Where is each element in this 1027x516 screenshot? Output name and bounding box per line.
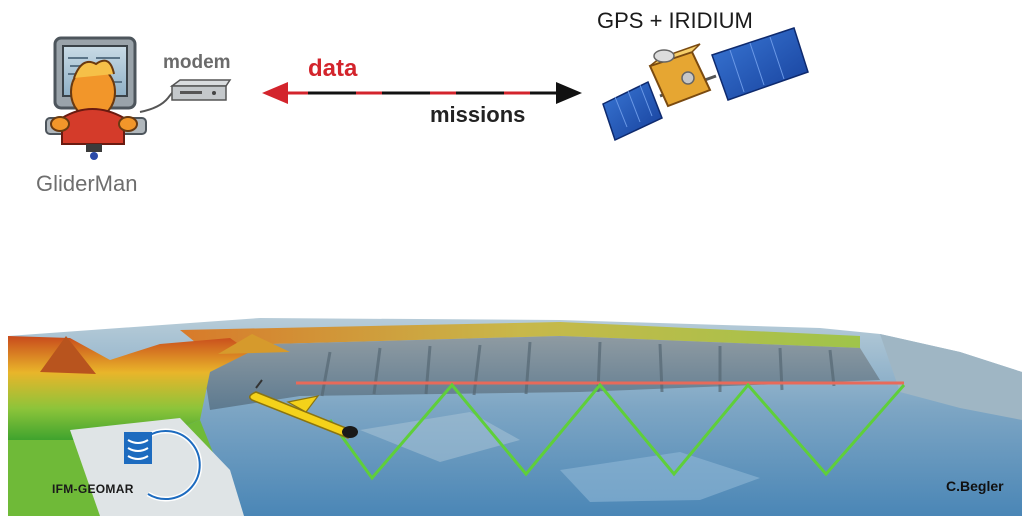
modem-cable: [139, 89, 177, 113]
data-arrow-head: [262, 82, 288, 104]
seafloor-terrain: [8, 318, 1022, 516]
ifm-geomar-logo: [124, 428, 203, 502]
modem-label: modem: [163, 52, 231, 73]
ifm-geomar-logo-text: IFM-GEOMAR: [52, 482, 134, 496]
gliderman-computer-icon: [45, 36, 147, 160]
gliderman-label: GliderMan: [36, 171, 138, 196]
missions-arrow-head: [556, 82, 582, 104]
gps-iridium-label: GPS + IRIDIUM: [597, 8, 753, 33]
data-label: data: [308, 55, 358, 82]
satellite-icon: [602, 27, 809, 142]
glider-dive-path: [328, 382, 906, 481]
modem-icon: [169, 79, 232, 101]
glider-icon: [249, 379, 358, 439]
data-missions-arrow: [262, 82, 582, 104]
missions-label: missions: [430, 102, 526, 127]
image-credit: C.Begler: [946, 478, 1004, 494]
